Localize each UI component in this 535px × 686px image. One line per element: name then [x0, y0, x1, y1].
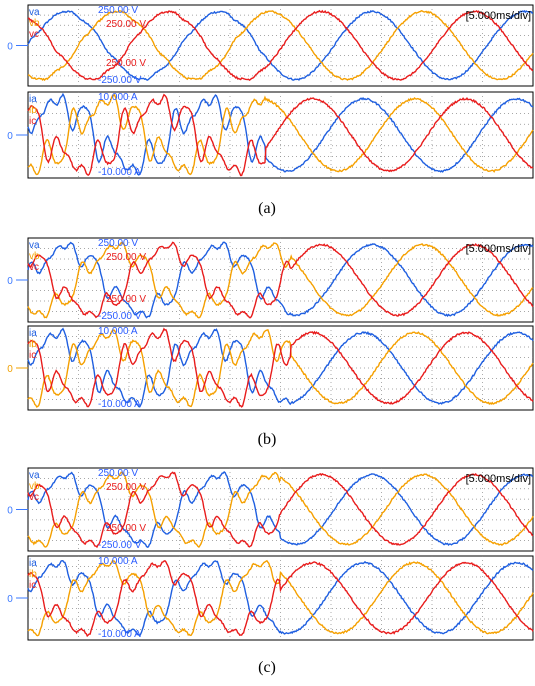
channel-label-vb: vb	[29, 251, 40, 262]
voltage-zero-label: 0	[7, 42, 13, 53]
channel-label-va: va	[29, 7, 40, 18]
current-zero-label: 0	[7, 594, 13, 605]
current-trace-ia	[27, 327, 534, 408]
channel-label-ic: ic	[29, 580, 36, 591]
voltage-scale-mid-upper: 250.00 V	[106, 252, 146, 263]
channel-label-ic: ic	[29, 116, 36, 127]
figure-caption: (a)	[258, 200, 276, 217]
current-trace-ic	[27, 93, 534, 177]
voltage-trace-vc	[27, 241, 534, 319]
current-trace-ib	[27, 93, 534, 176]
time-per-div-label: [5.000ms/div]	[466, 473, 531, 485]
channel-label-va: va	[29, 470, 40, 481]
current-zero-label: 0	[7, 364, 13, 375]
voltage-scale-mid-lower: 250.00 V	[106, 523, 146, 534]
channel-label-ia: ia	[29, 94, 37, 105]
voltage-scale-bottom: -250.00 V	[98, 75, 142, 86]
channel-label-ib: ib	[29, 105, 37, 116]
voltage-scale-top: 250.00 V	[98, 468, 138, 479]
channel-label-ic: ic	[29, 350, 36, 361]
current-trace-ic	[27, 327, 534, 408]
channel-label-vb: vb	[29, 481, 40, 492]
voltage-trace-vc	[27, 471, 534, 549]
channel-label-ib: ib	[29, 569, 37, 580]
voltage-trace-va	[27, 9, 534, 81]
voltage-zero-label: 0	[7, 506, 13, 517]
voltage-zero-label: 0	[7, 276, 13, 287]
voltage-scale-bottom: -250.00 V	[98, 540, 142, 551]
channel-label-ia: ia	[29, 328, 37, 339]
current-scale-top: 10.000 A	[98, 92, 138, 103]
channel-label-vb: vb	[29, 18, 40, 29]
voltage-scale-mid-upper: 250.00 V	[106, 19, 146, 30]
figure-caption: (c)	[258, 659, 276, 676]
current-scale-bottom: -10.000 A	[98, 399, 141, 410]
current-trace-ic	[27, 560, 534, 638]
time-per-div-label: [5.000ms/div]	[466, 10, 531, 22]
channel-label-vc: vc	[29, 262, 39, 273]
channel-label-vc: vc	[29, 492, 39, 503]
voltage-trace-va	[27, 470, 534, 548]
voltage-scale-mid-lower: 250.00 V	[106, 58, 146, 69]
time-per-div-label: [5.000ms/div]	[466, 243, 531, 255]
current-scale-top: 10.000 A	[98, 556, 138, 567]
channel-label-ia: ia	[29, 558, 37, 569]
current-scale-bottom: -10.000 A	[98, 167, 141, 178]
voltage-scale-bottom: -250.00 V	[98, 311, 142, 322]
channel-label-va: va	[29, 240, 40, 251]
current-scale-top: 10.000 A	[98, 326, 138, 337]
channel-label-vc: vc	[29, 29, 39, 40]
figure-caption: (b)	[258, 431, 277, 448]
voltage-scale-top: 250.00 V	[98, 5, 138, 16]
voltage-scale-top: 250.00 V	[98, 238, 138, 249]
current-zero-label: 0	[7, 131, 13, 142]
current-trace-ib	[27, 559, 534, 637]
current-trace-ia	[27, 92, 534, 176]
current-scale-bottom: -10.000 A	[98, 629, 141, 640]
voltage-trace-va	[27, 241, 534, 319]
voltage-scale-mid-upper: 250.00 V	[106, 482, 146, 493]
voltage-trace-vc	[27, 9, 534, 81]
current-trace-ia	[27, 559, 534, 638]
voltage-scale-mid-lower: 250.00 V	[106, 294, 146, 305]
channel-label-ib: ib	[29, 339, 37, 350]
